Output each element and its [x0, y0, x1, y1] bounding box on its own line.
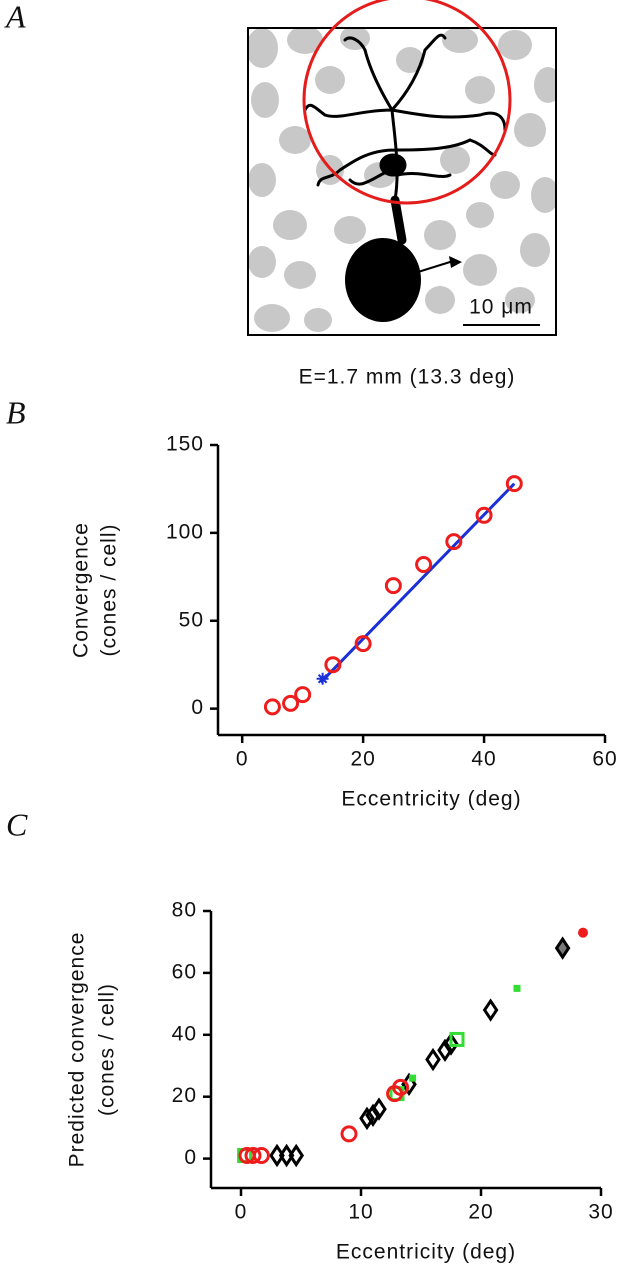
point [252, 1147, 270, 1165]
image-frame [247, 27, 557, 336]
point [578, 927, 588, 938]
point [365, 1103, 381, 1127]
point [294, 686, 312, 704]
x-tick-label: 10 [348, 1201, 373, 1224]
receptive-field [302, 0, 512, 205]
x-tick-label: 20 [468, 1201, 493, 1224]
x-tick-label: 60 [592, 748, 617, 771]
x-tick-label: 40 [471, 748, 496, 771]
point [482, 998, 499, 1022]
y-axis-label: (cones / cell) [98, 523, 121, 656]
point [415, 556, 433, 574]
y-axis-label: Predicted convergence [66, 932, 89, 1168]
point [475, 506, 493, 524]
point [409, 1074, 417, 1082]
point [371, 1097, 387, 1121]
y-tick-label: 0 [184, 1146, 197, 1169]
point [425, 1047, 441, 1072]
point [354, 635, 372, 653]
point [445, 533, 463, 551]
point [392, 1078, 410, 1096]
panel-label: B [6, 394, 26, 430]
x-tick-label: 30 [588, 1201, 613, 1224]
point [505, 475, 523, 493]
point [443, 1032, 459, 1056]
point [340, 1125, 358, 1143]
y-tick-label: 80 [172, 899, 197, 922]
y-tick-label: 60 [172, 960, 197, 983]
point [384, 577, 402, 595]
point [324, 656, 342, 674]
point [288, 1143, 305, 1168]
x-axis-label: Eccentricity (deg) [336, 1241, 516, 1264]
y-tick-label: 150 [166, 433, 204, 456]
y-tick-label: 50 [179, 608, 204, 631]
caption: E=1.7 mm (13.3 deg) [299, 366, 516, 389]
y-axis-label: (cones / cell) [96, 983, 119, 1116]
point [513, 984, 521, 992]
y-tick-label: 20 [172, 1084, 197, 1107]
x-tick-label: 0 [236, 748, 249, 771]
x-tick-label: 20 [350, 748, 375, 771]
point [244, 1147, 262, 1165]
y-axis-label: Convergence [70, 522, 93, 658]
point [449, 1031, 465, 1047]
y-tick-label: 40 [172, 1022, 197, 1045]
panel-label: C [6, 806, 28, 842]
cell [303, 33, 507, 322]
point [316, 672, 329, 685]
x-tick-label: 0 [235, 1201, 248, 1224]
fit-line [319, 482, 516, 684]
point [554, 936, 571, 960]
point [282, 694, 300, 712]
x-axis-label: Eccentricity (deg) [341, 788, 521, 811]
point [437, 1038, 453, 1062]
point [359, 1106, 375, 1131]
y-tick-label: 0 [191, 696, 204, 719]
y-tick-label: 100 [166, 520, 204, 543]
point [263, 698, 281, 716]
scale-bar-label: 10 μm [469, 296, 533, 319]
panel-label: A [4, 0, 26, 34]
